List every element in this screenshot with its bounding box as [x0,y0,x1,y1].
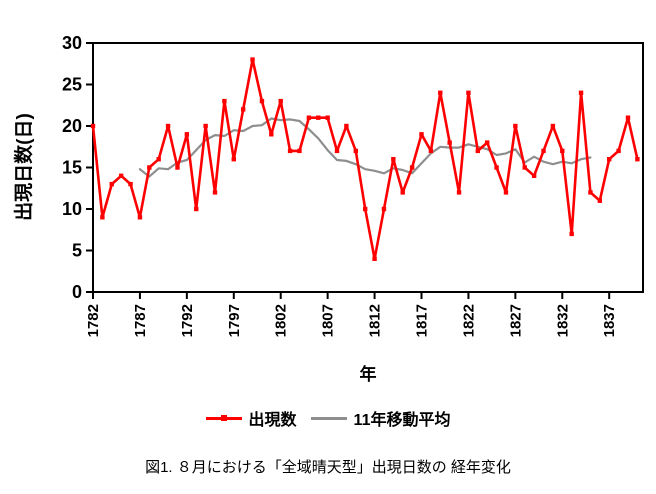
x-tick-label: 1807 [320,304,337,337]
red-line-marker-icon [205,415,242,421]
legend-item-occurrence: 出現数 [205,406,297,430]
data-point-marker [560,148,565,154]
legend: 出現数 11年移動平均 [0,404,656,432]
y-tick-label: 20 [62,116,82,136]
data-point-marker [550,123,556,129]
x-axis-ticks: 1782 1787 1792 1797 1802 1807 1812 1817 1822 1827… [85,292,618,337]
x-tick-label: 1832 [554,304,571,337]
y-axis-title: 出現日数(日) [14,113,35,221]
y-tick-label: 15 [62,158,82,178]
y-axis-ticks: 0 5 10 15 20 25 30 [62,33,93,302]
series-moving-average [138,117,592,178]
data-point-marker [240,107,246,112]
data-point-marker [306,115,312,120]
data-point-marker [513,123,518,129]
y-tick-label: 5 [72,241,82,261]
data-point-marker [203,123,208,129]
data-point-marker [409,165,415,170]
data-point-marker [100,215,105,220]
data-point-marker [400,190,405,195]
data-point-marker [147,165,152,170]
data-point-marker [128,181,133,187]
data-point-marker [353,148,358,154]
x-tick-label: 1822 [460,304,477,337]
legend-label-occurrence: 出現数 [248,412,297,429]
x-tick-label: 1782 [85,304,102,337]
data-point-marker [447,140,452,145]
data-point-marker [231,157,236,162]
x-tick-label: 1802 [273,304,290,337]
data-point-marker [316,115,321,120]
data-point-marker [362,206,368,212]
data-point-marker [372,256,377,261]
data-point-marker [484,140,490,145]
gray-line-icon [310,416,347,420]
legend-item-moving-average: 11年移動平均 [310,406,451,430]
y-tick-label: 10 [62,199,82,219]
data-point-marker [287,148,293,154]
x-tick-label: 1797 [226,304,243,337]
data-point-marker [90,123,96,129]
data-point-marker [588,190,593,195]
data-point-marker [466,90,471,95]
data-point-marker [250,57,255,62]
y-tick-label: 0 [72,282,82,302]
x-tick-label: 1827 [507,304,524,337]
data-point-marker [456,190,462,195]
data-point-marker [438,90,443,95]
data-point-marker [635,157,640,162]
x-axis-title: 年 [359,365,377,384]
legend-label-moving-average: 11年移動平均 [353,412,451,429]
y-tick-label: 30 [62,33,82,53]
y-tick-label: 25 [62,75,82,95]
x-tick-label: 1792 [179,304,196,337]
data-point-marker [278,98,283,104]
figure-caption: 図1. ８月における「全域晴天型」出現日数の 経年変化 [145,459,511,476]
data-point-marker [531,173,537,178]
data-point-marker [118,173,124,178]
data-point-marker [522,165,527,170]
data-point-marker [194,206,199,212]
data-point-marker [165,123,171,129]
data-point-marker [259,98,265,104]
data-point-marker [344,123,349,129]
x-tick-label: 1817 [413,304,430,337]
data-point-marker [569,231,574,237]
data-point-marker [137,215,143,220]
x-tick-label: 1837 [601,304,618,337]
data-point-marker [503,190,509,195]
data-point-marker [297,148,302,154]
data-point-marker [419,132,424,137]
data-point-marker [222,98,227,104]
series-occurrence [90,57,640,261]
data-point-marker [391,157,396,162]
data-point-marker [578,90,584,95]
x-tick-label: 1787 [132,304,149,337]
data-point-marker [494,165,499,170]
data-point-marker [541,148,546,154]
data-point-marker [109,181,114,187]
data-point-marker [625,115,631,120]
data-point-marker [269,132,274,137]
data-point-marker [475,148,481,154]
data-point-marker [381,206,387,212]
data-point-marker [428,148,434,154]
data-point-marker [156,157,161,162]
data-point-marker [616,148,621,154]
data-point-marker [334,148,340,154]
data-point-marker [325,115,330,120]
data-point-marker [175,165,180,170]
data-point-marker [212,190,218,195]
data-point-marker [607,157,612,162]
x-tick-label: 1812 [367,304,384,337]
data-point-marker [184,132,190,137]
data-point-marker [597,198,603,203]
